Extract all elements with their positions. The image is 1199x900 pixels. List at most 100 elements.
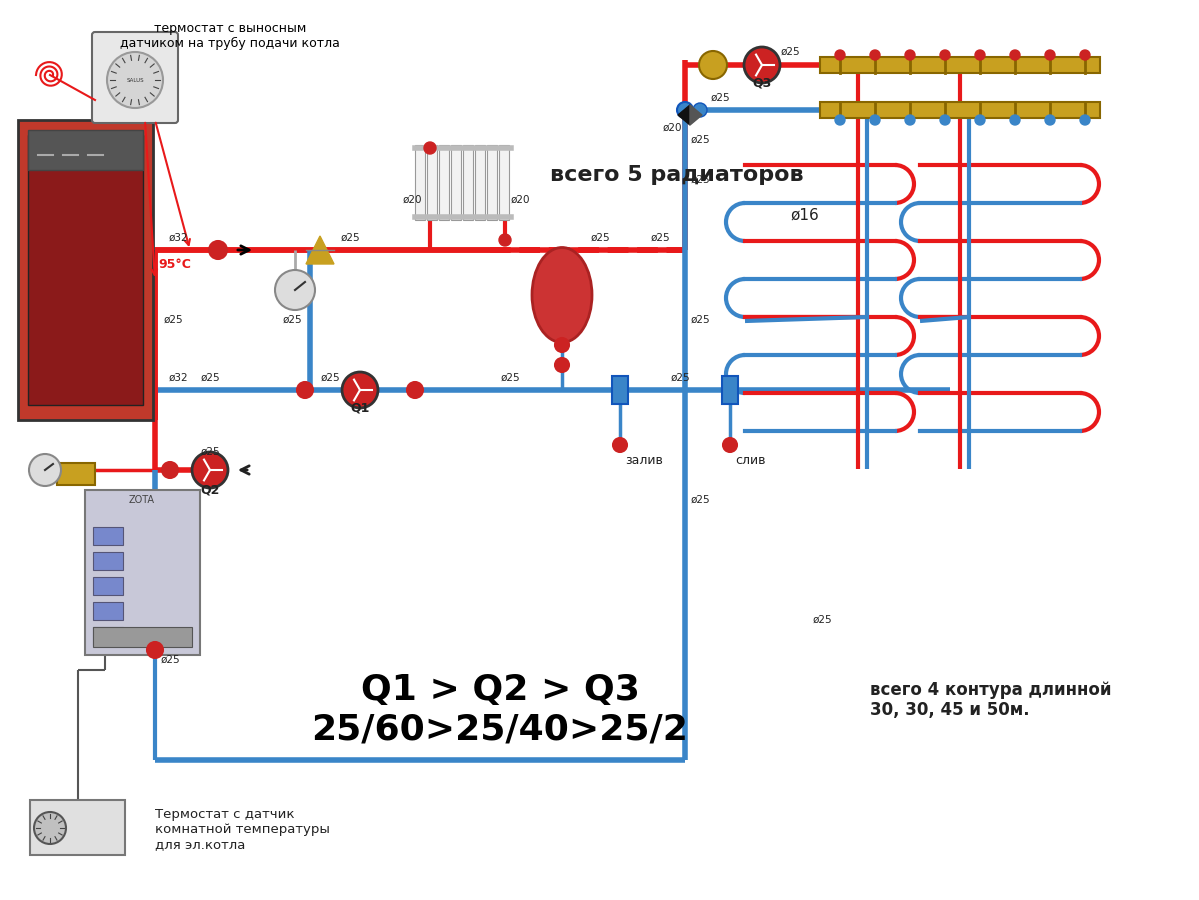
Text: ø16: ø16 [790, 208, 819, 222]
Circle shape [147, 642, 163, 658]
Circle shape [406, 382, 423, 398]
Text: ø32: ø32 [168, 373, 188, 383]
Text: 95°С: 95°С [158, 258, 192, 272]
Bar [722, 376, 739, 404]
Text: термостат с выносным
датчиком на трубу подачи котла: термостат с выносным датчиком на трубу п… [120, 22, 341, 50]
Polygon shape [677, 105, 689, 125]
Text: ø25: ø25 [691, 175, 710, 185]
Circle shape [192, 452, 228, 488]
Bar [85, 490, 200, 655]
Text: Термостат с датчик
комнатной температуры
для эл.котла: Термостат с датчик комнатной температуры… [155, 808, 330, 851]
Text: ø25: ø25 [200, 447, 219, 457]
Text: ø25: ø25 [200, 373, 219, 383]
Bar [463, 145, 472, 220]
Text: ø25: ø25 [691, 495, 710, 505]
Bar [439, 145, 448, 220]
Polygon shape [689, 105, 701, 125]
Bar [28, 135, 143, 405]
Circle shape [1080, 50, 1090, 60]
Text: ø25: ø25 [670, 373, 689, 383]
Text: Q2: Q2 [200, 483, 219, 497]
Circle shape [940, 50, 950, 60]
Circle shape [677, 102, 693, 118]
Text: Q1: Q1 [350, 401, 369, 415]
Circle shape [613, 438, 627, 452]
Circle shape [1010, 50, 1020, 60]
Circle shape [297, 382, 313, 398]
Bar [499, 145, 510, 220]
Bar [475, 145, 486, 220]
Text: всего 4 контура длинной
30, 30, 45 и 50м.: всего 4 контура длинной 30, 30, 45 и 50м… [870, 680, 1111, 719]
Circle shape [940, 115, 950, 125]
Bar [820, 102, 1099, 118]
Text: ø20: ø20 [402, 195, 422, 205]
Text: ø25: ø25 [781, 47, 800, 57]
Text: Q3: Q3 [753, 76, 772, 89]
Bar [28, 130, 143, 170]
Text: ø25: ø25 [691, 315, 710, 325]
Circle shape [835, 50, 845, 60]
Circle shape [699, 51, 727, 79]
Bar [451, 145, 460, 220]
Text: ZOTA: ZOTA [129, 495, 155, 505]
Bar [611, 376, 628, 404]
Polygon shape [306, 236, 335, 264]
Bar [487, 145, 498, 220]
Circle shape [745, 47, 781, 83]
Text: ø25: ø25 [163, 315, 182, 325]
Circle shape [29, 454, 61, 486]
FancyBboxPatch shape [92, 32, 177, 123]
Circle shape [1046, 50, 1055, 60]
Bar [94, 627, 192, 647]
Circle shape [1080, 115, 1090, 125]
Circle shape [499, 234, 511, 246]
Circle shape [905, 50, 915, 60]
Circle shape [107, 52, 163, 108]
Text: ø32: ø32 [168, 233, 188, 243]
Circle shape [555, 358, 570, 372]
Circle shape [905, 115, 915, 125]
Bar [94, 602, 123, 620]
Circle shape [1010, 115, 1020, 125]
Bar [30, 800, 125, 855]
Text: ø25: ø25 [812, 615, 832, 625]
Bar [58, 463, 95, 485]
Text: ø25: ø25 [500, 373, 520, 383]
Text: ø25: ø25 [282, 315, 302, 325]
Circle shape [424, 142, 436, 154]
Text: ø25: ø25 [341, 233, 360, 243]
Text: ø25: ø25 [710, 93, 730, 103]
Bar [427, 145, 436, 220]
Text: всего 5 радиаторов: всего 5 радиаторов [550, 165, 803, 185]
Text: ø25: ø25 [650, 233, 670, 243]
Bar [94, 527, 123, 545]
Circle shape [1046, 115, 1055, 125]
Circle shape [870, 115, 880, 125]
Text: слив: слив [735, 454, 765, 466]
Text: ø25: ø25 [320, 373, 339, 383]
Text: ø20: ø20 [662, 123, 682, 133]
Text: ø25: ø25 [161, 655, 180, 665]
Circle shape [693, 103, 707, 117]
Circle shape [555, 338, 570, 352]
Circle shape [723, 438, 737, 452]
Text: ø25: ø25 [590, 233, 610, 243]
Circle shape [835, 115, 845, 125]
Circle shape [162, 462, 177, 478]
Bar [820, 57, 1099, 73]
Circle shape [975, 50, 986, 60]
Bar [18, 120, 153, 420]
Text: ø25: ø25 [691, 135, 710, 145]
Text: ø20: ø20 [511, 195, 530, 205]
Circle shape [209, 241, 227, 259]
Bar [94, 552, 123, 570]
Circle shape [34, 812, 66, 844]
Bar [415, 145, 424, 220]
Circle shape [342, 372, 378, 408]
Text: Q1 > Q2 > Q3
25/60>25/40>25/2: Q1 > Q2 > Q3 25/60>25/40>25/2 [312, 673, 688, 747]
Bar [94, 627, 123, 645]
Circle shape [975, 115, 986, 125]
Bar [94, 577, 123, 595]
Ellipse shape [532, 248, 592, 343]
Text: SALUS: SALUS [126, 77, 144, 83]
